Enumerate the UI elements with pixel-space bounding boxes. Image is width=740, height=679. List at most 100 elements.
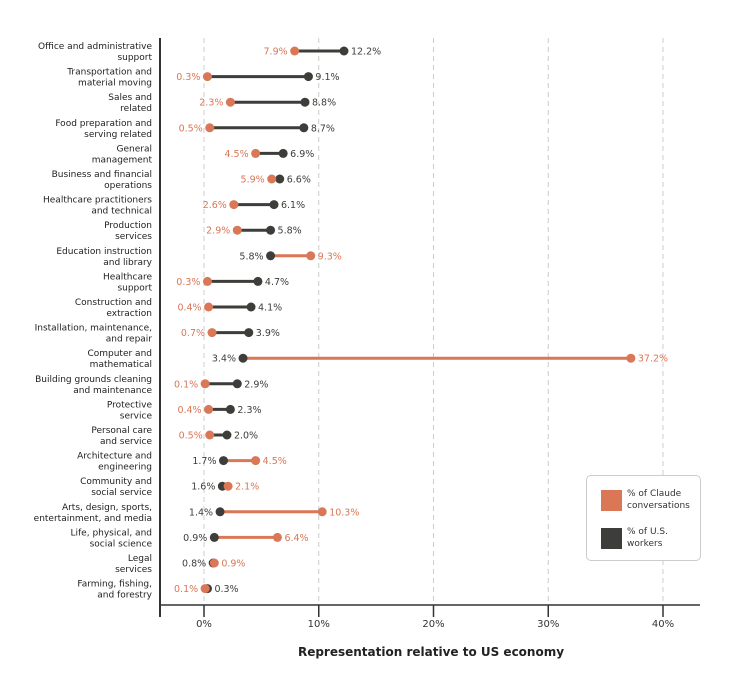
- category-label: Farming, fishing,: [77, 580, 152, 590]
- category-label: Production: [104, 221, 152, 231]
- category-label: Business and financial: [52, 170, 152, 180]
- value-label-workers: 9.1%: [315, 72, 339, 83]
- value-label-workers: 5.8%: [239, 251, 263, 262]
- legend: % of Claude conversations % of U.S. work…: [586, 475, 701, 561]
- value-label-claude: 0.3%: [176, 72, 200, 83]
- value-label-claude: 2.3%: [199, 98, 223, 109]
- value-label-workers: 2.0%: [234, 431, 258, 442]
- value-label-workers: 6.9%: [290, 149, 314, 160]
- category-label: management: [92, 155, 153, 165]
- value-label-workers: 0.8%: [182, 559, 206, 570]
- x-tick-label: 20%: [422, 619, 444, 630]
- point-claude: [272, 532, 282, 542]
- category-label: serving related: [84, 130, 152, 140]
- point-workers: [232, 379, 242, 389]
- category-label: extraction: [106, 309, 152, 319]
- point-claude: [232, 225, 242, 235]
- category-label: entertainment, and media: [34, 514, 152, 524]
- value-label-claude: 7.9%: [264, 47, 288, 58]
- value-label-workers: 0.3%: [214, 584, 238, 595]
- category-label: service: [120, 411, 153, 421]
- category-label: support: [117, 283, 152, 293]
- x-tick-label: 10%: [308, 619, 330, 630]
- category-label: and maintenance: [73, 386, 152, 396]
- category-label: Sales and: [108, 93, 152, 103]
- point-workers: [266, 251, 276, 261]
- point-claude: [200, 379, 210, 389]
- value-label-claude: 0.9%: [221, 559, 245, 570]
- point-workers: [238, 353, 248, 363]
- point-workers: [266, 225, 276, 235]
- point-workers: [209, 532, 219, 542]
- point-claude: [306, 251, 316, 261]
- x-tick-label: 30%: [537, 619, 559, 630]
- point-workers: [215, 507, 225, 517]
- category-label: Construction and: [75, 298, 152, 308]
- category-label: social science: [90, 539, 153, 549]
- value-label-claude: 0.3%: [176, 277, 200, 288]
- value-label-claude: 0.5%: [179, 431, 203, 442]
- value-label-workers: 8.8%: [312, 98, 336, 109]
- value-label-claude: 2.9%: [206, 226, 230, 237]
- value-label-workers: 2.3%: [237, 405, 261, 416]
- category-label: Healthcare: [103, 272, 153, 282]
- point-workers: [246, 302, 256, 312]
- category-label: services: [115, 565, 152, 575]
- point-claude: [205, 123, 215, 133]
- value-label-claude: 9.3%: [318, 251, 342, 262]
- category-label: social service: [91, 488, 152, 498]
- category-label: Computer and: [87, 349, 152, 359]
- category-label: and repair: [106, 335, 153, 345]
- value-label-workers: 1.7%: [192, 456, 216, 467]
- value-label-workers: 3.9%: [256, 328, 280, 339]
- value-label-workers: 2.9%: [244, 379, 268, 390]
- point-claude: [251, 148, 261, 158]
- value-label-claude: 2.6%: [203, 200, 227, 211]
- value-label-claude: 4.5%: [224, 149, 248, 160]
- x-tick-label: 0%: [196, 619, 212, 630]
- value-label-workers: 3.4%: [212, 354, 236, 365]
- point-claude: [317, 507, 327, 517]
- value-label-workers: 8.7%: [311, 123, 335, 134]
- category-label: and technical: [91, 207, 152, 217]
- point-claude: [205, 430, 215, 440]
- value-label-claude: 0.1%: [174, 584, 198, 595]
- legend-label-workers: % of U.S. workers: [627, 527, 668, 549]
- category-label: Office and administrative: [38, 42, 152, 52]
- point-workers: [303, 72, 313, 82]
- x-axis-title: Representation relative to US economy: [298, 645, 564, 659]
- category-label: Building grounds cleaning: [35, 375, 152, 385]
- category-label: Arts, design, sports,: [62, 503, 152, 513]
- value-label-claude: 0.4%: [177, 303, 201, 314]
- point-workers: [225, 404, 235, 414]
- legend-swatch-claude: [601, 489, 622, 511]
- point-claude: [209, 558, 219, 568]
- category-label: Life, physical, and: [71, 528, 153, 538]
- point-claude: [229, 200, 239, 210]
- category-label: and forestry: [97, 591, 152, 601]
- point-claude: [251, 456, 261, 466]
- legend-label-claude: % of Claude conversations: [627, 489, 690, 511]
- category-label: General: [117, 144, 152, 154]
- point-workers: [300, 97, 310, 107]
- value-label-workers: 4.7%: [265, 277, 289, 288]
- point-claude: [225, 97, 235, 107]
- point-claude: [204, 302, 214, 312]
- category-label: Installation, maintenance,: [35, 324, 152, 334]
- category-label: Food preparation and: [55, 119, 152, 129]
- category-label: Protective: [107, 400, 153, 410]
- category-label: related: [120, 104, 152, 114]
- point-workers: [299, 123, 309, 133]
- value-label-claude: 0.4%: [177, 405, 201, 416]
- point-claude: [267, 174, 277, 184]
- value-label-workers: 6.6%: [287, 175, 311, 186]
- value-label-workers: 6.1%: [281, 200, 305, 211]
- point-workers: [253, 276, 263, 286]
- category-label: Education instruction: [56, 247, 152, 257]
- point-workers: [339, 46, 349, 56]
- point-claude: [202, 72, 212, 82]
- category-label: operations: [104, 181, 152, 191]
- point-workers: [219, 456, 229, 466]
